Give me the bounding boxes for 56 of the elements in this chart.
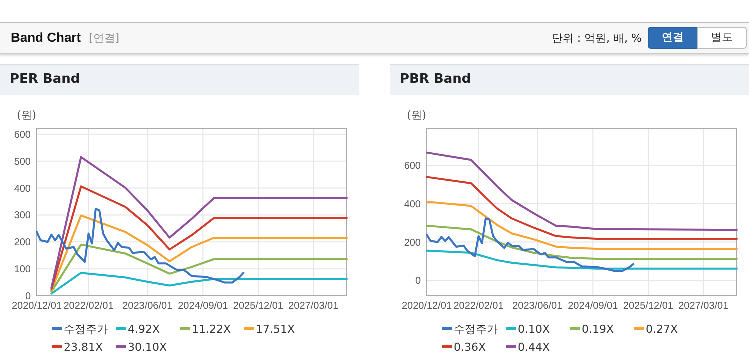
y-axis-title: (원)	[17, 109, 37, 122]
legend-label: 수정주가	[64, 323, 108, 336]
x-tick-label: 2020/12/01	[402, 301, 452, 312]
x-tick-label: 2023/06/01	[512, 301, 564, 312]
y-tick-label: 400	[404, 199, 422, 210]
legend-label: 30.10X	[128, 341, 168, 354]
x-tick-label: 2025/12/01	[623, 301, 674, 312]
x-tick-label: 2024/09/01	[568, 301, 619, 312]
y-tick-label: 200	[404, 238, 422, 249]
x-tick-label: 2022/02/01	[454, 301, 504, 312]
y-tick-label: 400	[14, 184, 32, 195]
x-tick-label: 2027/03/01	[288, 301, 340, 312]
y-tick-label: 300	[14, 210, 32, 222]
line-series	[50, 244, 348, 293]
line-series	[426, 152, 738, 232]
text: Band Chart	[11, 30, 82, 45]
text: 단위 : 억원, 배, %	[552, 31, 642, 46]
text: 연결	[648, 27, 698, 49]
chart-title: PBR Band	[390, 64, 749, 95]
legend-label: 0.27X	[646, 323, 678, 336]
line-series	[426, 218, 635, 272]
legend-label: 수정주가	[454, 323, 498, 336]
chart-title: PER Band	[0, 64, 359, 95]
y-tick-label: 200	[14, 238, 32, 249]
y-tick-label: 600	[404, 160, 422, 172]
y-axis-title: (원)	[407, 109, 427, 122]
line-series	[50, 214, 348, 292]
x-tick-label: 2023/06/01	[122, 301, 174, 312]
y-tick-label: 600	[14, 130, 32, 141]
y-tick-label: 0	[415, 276, 422, 288]
y-tick-label: 500	[14, 156, 32, 168]
line-series	[50, 272, 348, 295]
x-tick-label: 2027/03/01	[678, 301, 730, 312]
line-series	[426, 250, 738, 270]
text: 별도	[697, 27, 747, 49]
y-tick-label: 100	[14, 264, 32, 276]
legend-label: 0.36X	[454, 341, 486, 354]
line-series	[50, 186, 348, 290]
legend-label: 0.19X	[582, 323, 614, 336]
legend-label: 4.92X	[128, 323, 160, 336]
legend-label: 11.22X	[192, 323, 232, 336]
x-tick-label: 2020/12/01	[12, 301, 62, 312]
legend-label: 17.51X	[256, 323, 296, 336]
y-tick-label: 0	[25, 292, 32, 302]
legend-label: 0.10X	[518, 323, 550, 336]
text: [연결]	[89, 31, 120, 46]
legend-label: 0.44X	[518, 341, 550, 354]
line-series	[426, 224, 738, 260]
x-tick-label: 2024/09/01	[178, 301, 229, 312]
line-series	[426, 200, 738, 250]
line-series	[36, 208, 245, 284]
line-series	[50, 156, 348, 289]
legend-label: 23.81X	[64, 341, 104, 354]
x-tick-label: 2022/02/01	[64, 301, 114, 312]
x-tick-label: 2025/12/01	[233, 301, 284, 312]
line-series	[426, 176, 738, 240]
